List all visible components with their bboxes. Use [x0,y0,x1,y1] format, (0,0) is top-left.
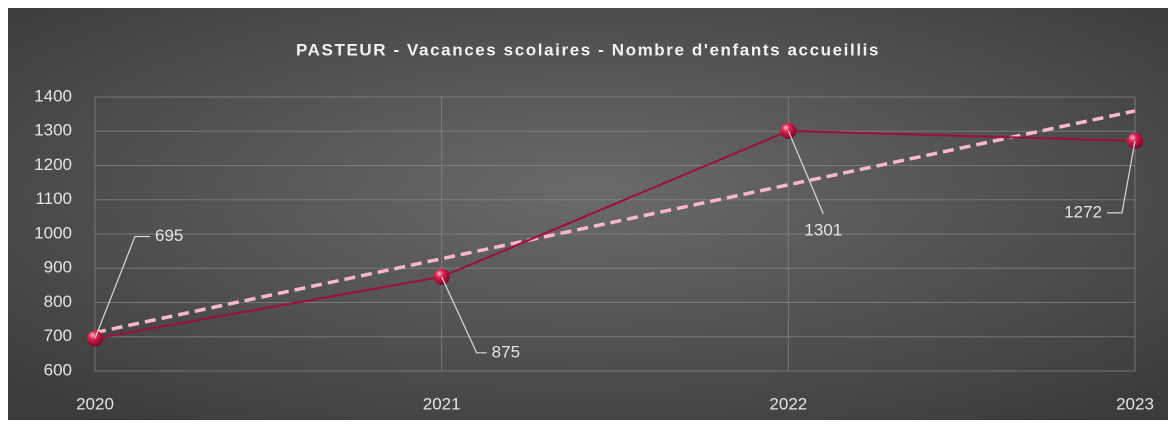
x-tick-label: 2023 [1116,394,1154,413]
y-tick-label: 1100 [35,189,72,208]
chart-background [8,8,1168,420]
y-tick-label: 1300 [34,121,72,140]
y-tick-label: 800 [44,292,72,311]
y-tick-label: 1200 [34,155,72,174]
y-tick-label: 1400 [34,86,72,105]
leader-line [441,276,487,354]
y-tick-label: 700 [44,326,72,345]
data-label: 1301 [804,220,842,239]
data-label: 1272 [1064,202,1102,221]
chart-title: PASTEUR - Vacances scolaires - Nombre d'… [296,40,880,59]
leader-line [94,235,150,339]
x-tick-label: 2020 [76,394,114,413]
line [94,129,1136,340]
x-tick-label: 2021 [423,394,461,413]
y-tick-label: 600 [44,360,72,379]
leader-line [787,130,824,215]
y-tick-label: 1000 [34,223,72,242]
y-tick-label: 900 [44,258,72,277]
trendline [94,109,1136,335]
data-label: 875 [492,342,520,361]
x-tick-label: 2022 [769,394,807,413]
data-label: 695 [155,226,183,245]
leader-line [1107,140,1136,214]
